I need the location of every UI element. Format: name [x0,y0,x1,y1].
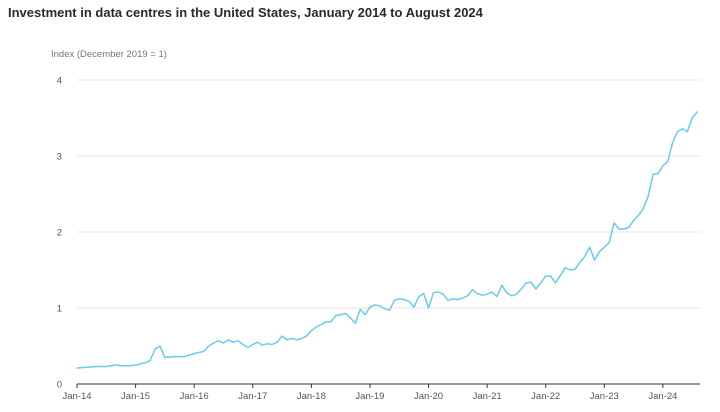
x-tick-label: Jan-22 [531,391,560,402]
x-tick-label: Jan-19 [355,391,384,402]
x-tick-label: Jan-17 [238,391,267,402]
series-lines [76,111,698,369]
x-tick-label: Jan-21 [473,391,502,402]
chart-title: Investment in data centres in the United… [8,5,483,20]
y-tick-label: 0 [57,380,62,391]
x-tick-label: Jan-16 [180,391,209,402]
x-tick-label: Jan-15 [121,391,150,402]
x-tick-label: Jan-23 [590,391,619,402]
x-tick-label: Jan-24 [648,391,677,402]
y-axis-ticks: 0 1 2 3 4 [57,76,62,391]
y-tick-label: 3 [57,152,62,163]
x-tick-label: Jan-14 [62,391,91,402]
x-axis: Jan-14 Jan-15 Jan-16 Jan-17 Jan-18 Jan-19 Jan-… [62,383,700,402]
y-tick-label: 4 [57,76,62,87]
y-tick-label: 1 [57,304,62,315]
x-tick-label: Jan-18 [297,391,326,402]
series-line [76,111,698,369]
y-tick-label: 2 [57,228,62,239]
y-axis-label: Index (December 2019 = 1) [51,49,167,60]
x-tick-label: Jan-20 [414,391,443,402]
gridlines [77,79,700,309]
